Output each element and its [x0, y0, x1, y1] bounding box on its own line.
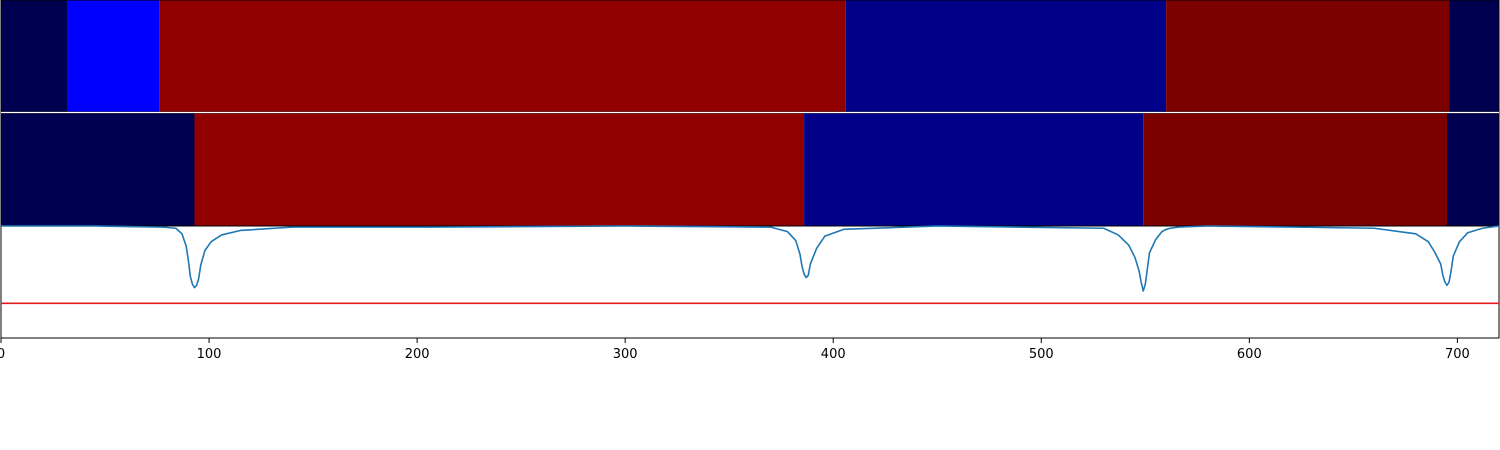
line-panel-frame: [0, 225, 1500, 339]
heatmap-segment-1-1: [1, 0, 68, 112]
heatmap-segment-1-3: [159, 0, 846, 112]
x-axis: 0 100 200 300 400 500 600 700: [0, 338, 1470, 362]
x-tick-label-400: 400: [821, 347, 846, 362]
line-series-group: [1, 225, 1500, 305]
x-tick-label-300: 300: [613, 347, 638, 362]
heatmap-row-1: [0, 0, 1500, 113]
x-tick-label-600: 600: [1237, 347, 1262, 362]
x-tick-label-100: 100: [197, 347, 222, 362]
heatmap-segment-1-5: [1166, 0, 1450, 112]
x-tick-label-500: 500: [1029, 347, 1054, 362]
heatmap-segment-2-4: [1143, 113, 1447, 226]
line-series-1: [1, 225, 1500, 292]
heatmap-segment-1-2: [67, 0, 160, 112]
x-tick-label-0: 0: [0, 347, 5, 362]
heatmap-row-2: [0, 112, 1500, 227]
x-tick-label-200: 200: [405, 347, 430, 362]
heatmap-rows: [0, 0, 1500, 227]
heatmap-segment-1-6: [1449, 0, 1499, 112]
heatmap-segment-2-5: [1446, 113, 1499, 226]
heatmap-segment-2-1: [1, 113, 195, 226]
heatmap-segment-2-3: [804, 113, 1144, 226]
heatmap-segment-1-4: [845, 0, 1167, 112]
heatmap-segment-2-2: [194, 113, 805, 226]
x-tick-label-700: 700: [1445, 347, 1470, 362]
line-panel: [0, 225, 1500, 339]
